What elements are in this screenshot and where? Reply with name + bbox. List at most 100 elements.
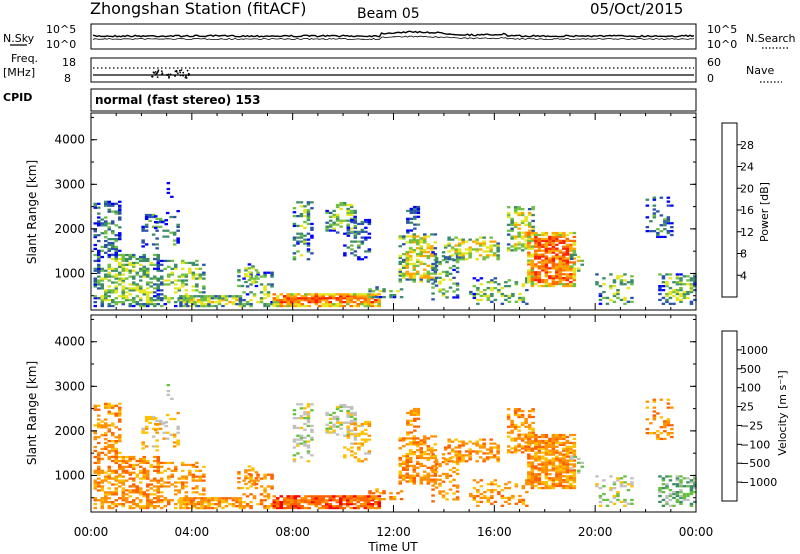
- colorbar-tick: 500: [740, 363, 761, 376]
- velocity-cell: [537, 467, 542, 470]
- power-cell: [165, 229, 170, 232]
- freq-left-tick-bottom: 8: [64, 72, 71, 85]
- power-cell: [537, 273, 542, 276]
- velocity-cell: [111, 501, 115, 504]
- power-cell: [335, 203, 340, 207]
- velocity-cell: [132, 457, 136, 461]
- velocity-cell: [238, 499, 243, 502]
- power-cell: [441, 292, 446, 295]
- velocity-cell: [97, 441, 101, 445]
- power-cell: [142, 267, 146, 270]
- velocity-cell: [602, 479, 606, 482]
- power-cell: [311, 293, 315, 296]
- velocity-cell: [179, 499, 183, 502]
- power-cell: [292, 224, 297, 228]
- velocity-cell: [430, 456, 434, 460]
- power-cell: [357, 258, 361, 261]
- power-cell: [558, 235, 563, 239]
- power-cell: [235, 297, 239, 300]
- power-cell: [455, 294, 460, 297]
- velocity-cell: [570, 459, 574, 463]
- power-cell: [490, 289, 494, 292]
- power-cell: [455, 266, 460, 270]
- velocity-cell: [360, 424, 365, 428]
- power-cell: [531, 227, 535, 230]
- power-cell: [174, 301, 178, 304]
- power-cell: [299, 234, 304, 237]
- velocity-cell: [155, 427, 159, 430]
- power-cell: [513, 208, 518, 211]
- power-cell: [135, 261, 139, 265]
- power-cell: [555, 237, 559, 241]
- power-cell: [283, 301, 287, 304]
- velocity-cell: [125, 459, 129, 463]
- velocity-cell: [555, 473, 559, 476]
- velocity-cell: [492, 454, 497, 457]
- velocity-cell: [652, 406, 657, 409]
- velocity-cell: [155, 445, 159, 448]
- velocity-cell: [434, 486, 439, 489]
- power-cell: [469, 292, 473, 296]
- velocity-cell: [555, 475, 559, 478]
- velocity-cell: [377, 501, 381, 504]
- noise-left-tick-top: 10^5: [46, 23, 76, 36]
- velocity-cell: [170, 397, 174, 400]
- velocity-cell: [679, 475, 683, 478]
- power-cell: [530, 259, 535, 262]
- velocity-cell: [151, 445, 156, 448]
- power-cell: [128, 257, 132, 261]
- colorbar-tick: 8: [740, 248, 747, 261]
- velocity-cell: [290, 506, 294, 510]
- velocity-cell: [616, 498, 620, 502]
- power-cell: [328, 219, 333, 222]
- power-cell: [541, 239, 545, 243]
- velocity-cell: [464, 460, 469, 463]
- velocity-cell: [572, 473, 577, 476]
- velocity-cell: [184, 475, 189, 478]
- velocity-cell: [672, 492, 676, 496]
- power-cell: [665, 273, 669, 276]
- power-cell: [434, 264, 439, 268]
- velocity-cell: [310, 424, 314, 428]
- power-cell: [389, 294, 393, 297]
- power-cell: [551, 282, 556, 286]
- power-cell: [454, 244, 458, 247]
- power-cell: [121, 289, 125, 292]
- velocity-cell: [537, 457, 542, 460]
- power-cell: [139, 289, 143, 292]
- velocity-cell: [530, 469, 535, 472]
- velocity-cell: [562, 443, 566, 446]
- power-cell: [314, 299, 318, 302]
- power-cell: [548, 282, 552, 286]
- power-cell: [431, 286, 435, 289]
- velocity-cell: [544, 457, 549, 460]
- velocity-cell: [423, 437, 427, 440]
- power-cell: [132, 261, 136, 265]
- power-cell: [132, 269, 136, 272]
- power-cell: [100, 299, 104, 302]
- power-cell: [135, 273, 139, 276]
- velocity-cell: [172, 417, 177, 421]
- velocity-cell: [551, 453, 556, 456]
- velocity-cell: [217, 499, 222, 502]
- velocity-cell: [478, 456, 483, 459]
- power-cell: [346, 211, 350, 215]
- power-cell: [114, 247, 118, 251]
- power-cell: [565, 284, 570, 288]
- power-cell: [139, 257, 143, 261]
- velocity-cell: [555, 441, 559, 445]
- velocity-cell: [530, 447, 535, 450]
- power-cell: [475, 258, 479, 261]
- power-cell: [325, 225, 329, 228]
- velocity-cell: [416, 407, 421, 411]
- power-cell: [128, 261, 132, 265]
- power-cell: [525, 302, 529, 305]
- velocity-cell: [132, 463, 136, 467]
- power-cell: [306, 209, 311, 212]
- power-cell: [558, 259, 563, 262]
- power-cell: [144, 217, 149, 221]
- power-cell: [306, 218, 311, 222]
- power-cell: [349, 217, 354, 220]
- velocity-cell: [350, 422, 354, 426]
- power-cell: [409, 274, 413, 277]
